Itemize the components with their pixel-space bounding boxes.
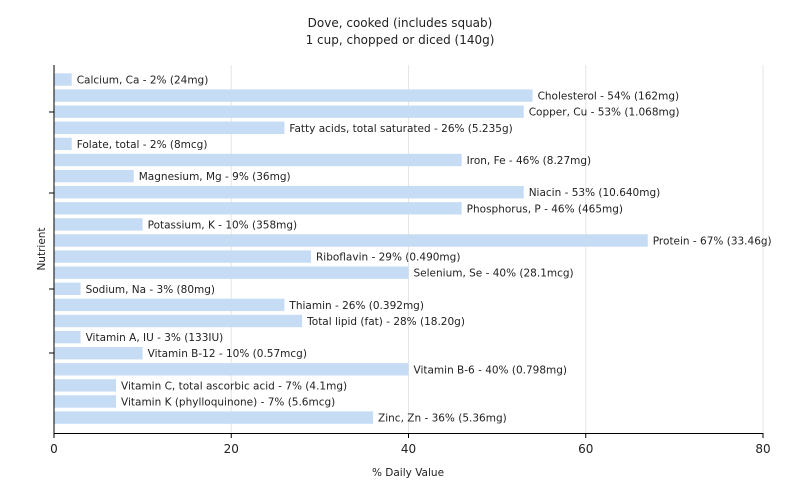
bar-label: Magnesium, Mg - 9% (36mg) xyxy=(139,171,291,183)
bar xyxy=(54,202,462,215)
bar xyxy=(54,379,117,392)
bar-label: Selenium, Se - 40% (28.1mcg) xyxy=(414,268,574,280)
bar-labels: Calcium, Ca - 2% (24mg) Cholesterol - 54%… xyxy=(77,75,772,425)
bar xyxy=(54,186,524,199)
bar xyxy=(54,105,524,118)
bar-label: Calcium, Ca - 2% (24mg) xyxy=(77,75,209,87)
chart-subtitle: 1 cup, chopped or diced (140g) xyxy=(306,33,495,47)
bar-label: Vitamin C, total ascorbic acid - 7% (4.1… xyxy=(121,380,347,392)
bar xyxy=(54,266,409,279)
bar-label: Sodium, Na - 3% (80mg) xyxy=(86,284,215,296)
bar-label: Fatty acids, total saturated - 26% (5.23… xyxy=(289,123,512,135)
bar-label: Total lipid (fat) - 28% (18.20g) xyxy=(306,316,465,328)
bar xyxy=(54,314,303,328)
bar xyxy=(54,395,117,408)
x-tick-label: 60 xyxy=(578,442,593,456)
bar-label: Folate, total - 2% (8mcg) xyxy=(77,139,208,151)
bar xyxy=(54,137,72,151)
y-axis-label: Nutrient xyxy=(36,227,48,270)
bar-label: Vitamin B-6 - 40% (0.798mg) xyxy=(414,364,568,376)
bar-label: Riboflavin - 29% (0.490mg) xyxy=(316,252,460,264)
bar xyxy=(54,153,462,167)
bar-label: Potassium, K - 10% (358mg) xyxy=(148,219,298,231)
bar xyxy=(54,347,143,360)
bar-label: Phosphorus, P - 46% (465mg) xyxy=(467,203,623,215)
chart-title: Dove, cooked (includes squab) xyxy=(308,16,493,30)
bar-label: Thiamin - 26% (0.392mg) xyxy=(288,300,424,312)
bar-label: Vitamin B-12 - 10% (0.57mcg) xyxy=(148,348,307,360)
x-axis-label: % Daily Value xyxy=(372,467,444,479)
bar-label: Iron, Fe - 46% (8.27mg) xyxy=(467,155,591,167)
bar-label: Niacin - 53% (10.640mg) xyxy=(529,187,661,199)
bar-label: Protein - 67% (33.46g) xyxy=(653,236,772,248)
x-tick-label: 0 xyxy=(50,442,58,456)
bar-label: Vitamin K (phylloquinone) - 7% (5.6mcg) xyxy=(121,397,335,409)
bars xyxy=(54,73,648,424)
axes: 0 20 40 60 80 xyxy=(49,65,771,456)
x-tick-label: 40 xyxy=(401,442,416,456)
bar xyxy=(54,89,533,102)
bar xyxy=(54,169,134,183)
bar-label: Vitamin A, IU - 3% (133IU) xyxy=(86,332,224,344)
bar xyxy=(54,121,285,134)
x-tick-label: 20 xyxy=(224,442,239,456)
grid-lines xyxy=(230,65,764,433)
bar xyxy=(54,250,312,263)
bar xyxy=(54,298,285,312)
bar-label: Copper, Cu - 53% (1.068mg) xyxy=(529,107,680,119)
bar-label: Zinc, Zn - 36% (5.36mg) xyxy=(378,413,507,425)
bar xyxy=(54,218,143,231)
bar xyxy=(54,411,374,424)
x-tick-label: 80 xyxy=(755,442,770,456)
bar xyxy=(54,234,648,247)
bar xyxy=(54,282,81,295)
bar xyxy=(54,330,81,344)
bar xyxy=(54,73,72,86)
bar-label: Cholesterol - 54% (162mg) xyxy=(538,91,680,103)
bar xyxy=(54,363,409,376)
